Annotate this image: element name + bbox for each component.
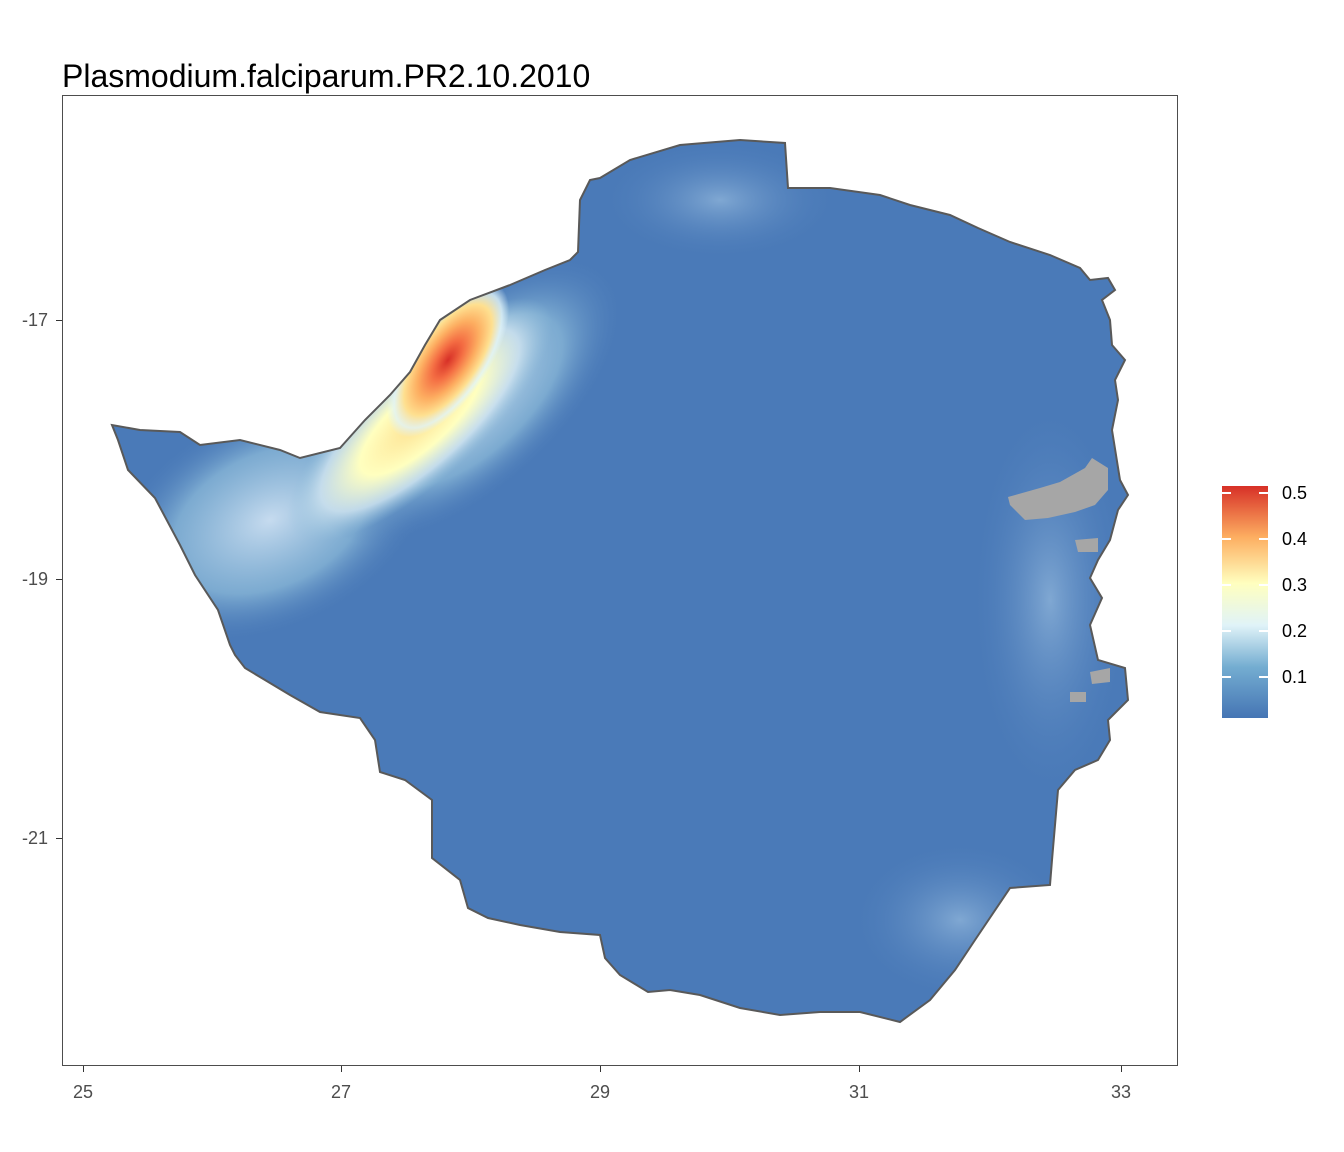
missing-data-region-small [1070, 692, 1086, 702]
x-tick-mark [341, 1066, 342, 1072]
y-tick-label: -21 [21, 828, 48, 848]
x-tick-label: 27 [330, 1082, 352, 1102]
x-tick-label: 31 [848, 1082, 870, 1102]
y-tick-label: -17 [21, 310, 48, 330]
south-east-light-zone [850, 840, 1070, 1000]
missing-data-region-southeast [1090, 668, 1110, 684]
legend-colorbar [1222, 486, 1268, 718]
legend-label: 0.1 [1282, 667, 1308, 687]
legend-label: 0.4 [1282, 529, 1308, 549]
x-tick-mark [1121, 1066, 1122, 1072]
x-tick-label: 25 [72, 1082, 94, 1102]
x-tick-mark [859, 1066, 860, 1072]
plot-title: Plasmodium.falciparum.PR2.10.2010 [62, 58, 591, 94]
x-tick-mark [600, 1066, 601, 1072]
missing-data-region-east [1008, 458, 1108, 520]
y-tick-mark [56, 320, 62, 321]
north-light-zone [600, 140, 840, 260]
hotspot-zone [386, 282, 510, 438]
legend-label: 0.3 [1282, 575, 1308, 595]
missing-data-region-south [1075, 538, 1098, 552]
legend-label: 0.2 [1282, 621, 1308, 641]
y-tick-mark [56, 579, 62, 580]
y-tick-label: -19 [21, 569, 48, 589]
east-light-zone [970, 400, 1128, 800]
x-tick-mark [83, 1066, 84, 1072]
x-tick-label: 29 [589, 1082, 611, 1102]
x-tick-label: 33 [1110, 1082, 1132, 1102]
y-tick-mark [56, 838, 62, 839]
legend-label: 0.5 [1282, 483, 1308, 503]
